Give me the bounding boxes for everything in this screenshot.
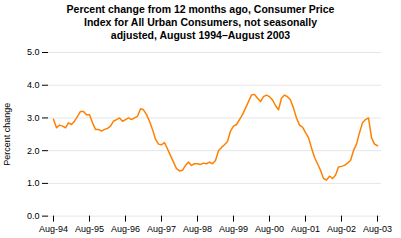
svg-text:3.0: 3.0	[27, 113, 40, 123]
svg-text:5.0: 5.0	[27, 48, 40, 58]
svg-text:0.0: 0.0	[27, 211, 40, 221]
svg-text:Aug-01: Aug-01	[291, 224, 320, 234]
svg-text:Aug-00: Aug-00	[255, 224, 284, 234]
svg-text:Aug-02: Aug-02	[327, 224, 356, 234]
html-text:Percent change from 12 months: Percent change from 12 months ago, Consu…	[66, 3, 335, 42]
svg-text:4.0: 4.0	[27, 80, 40, 90]
svg-text:Aug-97: Aug-97	[147, 224, 176, 234]
svg-text:Aug-95: Aug-95	[75, 224, 104, 234]
svg-text:Aug-98: Aug-98	[183, 224, 212, 234]
svg-text:Aug-96: Aug-96	[111, 224, 140, 234]
svg-text:1.0: 1.0	[27, 179, 40, 189]
svg-text:Percent change: Percent change	[2, 103, 12, 166]
svg-text:Aug-99: Aug-99	[219, 224, 248, 234]
svg-text:2.0: 2.0	[27, 146, 40, 156]
svg-text:Aug-03: Aug-03	[363, 224, 392, 234]
svg-text:Aug-94: Aug-94	[39, 224, 68, 234]
